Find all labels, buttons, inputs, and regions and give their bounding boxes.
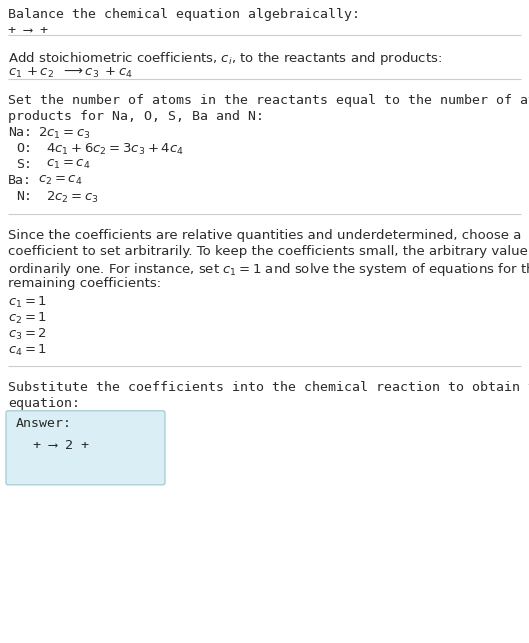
- Text: $c_1 \, +c_2 \;\; \longrightarrow c_3 \; +c_4$: $c_1 \, +c_2 \;\; \longrightarrow c_3 \;…: [8, 66, 133, 80]
- Text: Ba:: Ba:: [8, 174, 32, 187]
- Text: $2 c_1 = c_3$: $2 c_1 = c_3$: [38, 127, 90, 141]
- Text: Substitute the coefficients into the chemical reaction to obtain the balanced: Substitute the coefficients into the che…: [8, 381, 529, 394]
- Text: equation:: equation:: [8, 397, 80, 410]
- Text: $2 c_2 = c_3$: $2 c_2 = c_3$: [46, 190, 98, 206]
- FancyBboxPatch shape: [6, 411, 165, 485]
- Text: $c_2 = 1$: $c_2 = 1$: [8, 311, 47, 325]
- Text: Na:: Na:: [8, 127, 32, 140]
- Text: $c_2 = c_4$: $c_2 = c_4$: [38, 174, 83, 188]
- Text: Add stoichiometric coefficients, $c_i$, to the reactants and products:: Add stoichiometric coefficients, $c_i$, …: [8, 50, 442, 67]
- Text: Balance the chemical equation algebraically:: Balance the chemical equation algebraica…: [8, 8, 360, 21]
- Text: $c_1 = 1$: $c_1 = 1$: [8, 294, 47, 309]
- Text: + ⟶ +: + ⟶ +: [8, 24, 48, 37]
- Text: S:: S:: [16, 158, 32, 172]
- Text: $c_1 = c_4$: $c_1 = c_4$: [46, 158, 90, 172]
- Text: Answer:: Answer:: [16, 417, 72, 430]
- Text: Set the number of atoms in the reactants equal to the number of atoms in the: Set the number of atoms in the reactants…: [8, 94, 529, 107]
- Text: ordinarily one. For instance, set $c_1 = 1$ and solve the system of equations fo: ordinarily one. For instance, set $c_1 =…: [8, 261, 529, 278]
- Text: N:: N:: [16, 190, 32, 203]
- Text: coefficient to set arbitrarily. To keep the coefficients small, the arbitrary va: coefficient to set arbitrarily. To keep …: [8, 245, 529, 258]
- Text: + ⟶ 2 +: + ⟶ 2 +: [33, 439, 89, 452]
- Text: remaining coefficients:: remaining coefficients:: [8, 276, 161, 290]
- Text: $c_4 = 1$: $c_4 = 1$: [8, 343, 47, 358]
- Text: $c_3 = 2$: $c_3 = 2$: [8, 327, 47, 341]
- Text: O:: O:: [16, 142, 32, 156]
- Text: Since the coefficients are relative quantities and underdetermined, choose a: Since the coefficients are relative quan…: [8, 229, 522, 242]
- Text: $4 c_1 + 6 c_2 = 3 c_3 + 4 c_4$: $4 c_1 + 6 c_2 = 3 c_3 + 4 c_4$: [46, 142, 184, 158]
- Text: products for Na, O, S, Ba and N:: products for Na, O, S, Ba and N:: [8, 109, 264, 123]
